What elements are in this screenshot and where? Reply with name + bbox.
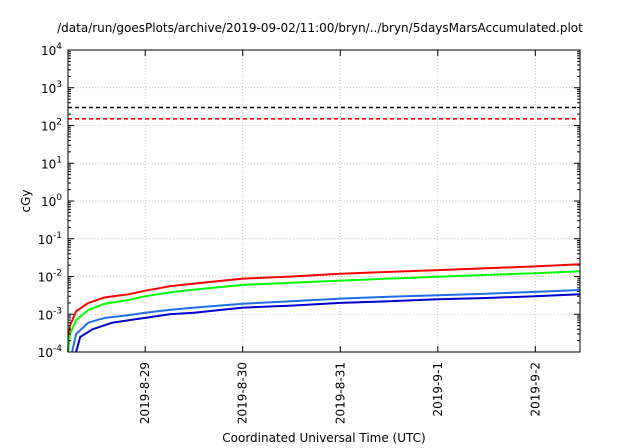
series-line: [67, 270, 581, 353]
grid: [68, 50, 580, 352]
x-tick-label: 2019-9-1: [431, 362, 445, 416]
reference-lines: [68, 106, 580, 120]
y-tick-label: 100: [41, 193, 62, 209]
series-line: [67, 263, 581, 353]
y-tick-label: 103: [41, 80, 62, 96]
x-tick-label: 2019-9-2: [528, 362, 542, 416]
x-tick-label: 2019-8-29: [138, 362, 152, 424]
x-axis-label: Coordinated Universal Time (UTC): [222, 431, 425, 445]
y-tick-label: 10-1: [38, 231, 62, 247]
y-tick-label: 104: [41, 42, 62, 58]
chart-title: /data/run/goesPlots/archive/2019-09-02/1…: [57, 21, 583, 35]
x-axis-ticks: 2019-8-29 2019-8-30 2019-8-31 2019-9-1 2019-…: [138, 50, 542, 424]
y-tick-label: 10-3: [38, 306, 62, 322]
series-line: [75, 293, 581, 353]
x-tick-label: 2019-8-30: [236, 362, 250, 424]
x-tick-label: 2019-8-31: [333, 362, 347, 424]
y-axis-ticks: 10-4 10-3 10-2 10-1 100 101 102 103 104: [38, 42, 580, 360]
y-tick-label: 10-4: [38, 344, 63, 360]
y-tick-label: 102: [41, 118, 62, 134]
series-line: [71, 289, 581, 353]
y-axis-label: cGy: [19, 190, 33, 213]
y-tick-label: 10-2: [38, 269, 62, 285]
y-tick-label: 101: [41, 155, 62, 171]
series-group: [67, 263, 581, 353]
